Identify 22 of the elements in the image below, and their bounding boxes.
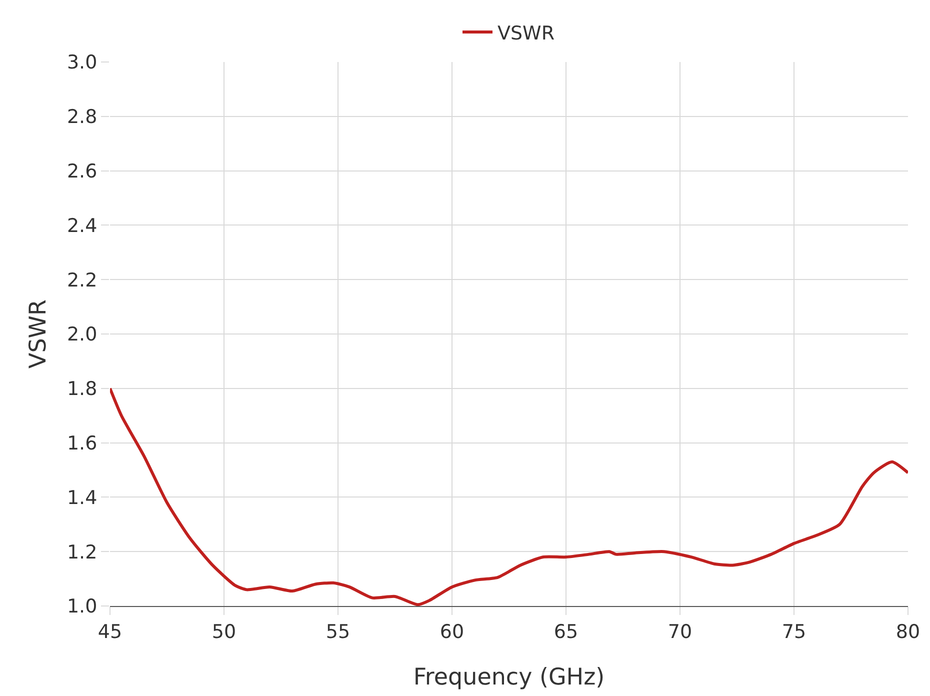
y-tick-label: 2.2 [66,269,98,292]
y-tick-label: 2.0 [66,324,98,346]
y-tick-label: 1.2 [66,541,98,564]
y-tick-label: 2.4 [66,214,98,237]
x-tick-label: 55 [326,620,350,643]
y-tick-label: 1.8 [66,378,98,400]
y-tick-label: 1.0 [66,596,98,618]
y-tick-label: 1.6 [66,432,98,454]
x-axis-title: Frequency (GHz) [413,664,605,690]
y-axis-title: VSWR [25,299,52,369]
x-tick-label: 45 [98,620,122,643]
x-tick-label: 65 [554,620,578,643]
x-tick-label: 60 [440,620,464,643]
y-tick-label: 2.6 [66,160,98,182]
x-tick-label: 75 [782,620,806,643]
x-tick-label: 50 [212,620,236,643]
y-tick-label: 3.0 [66,52,98,74]
x-tick-label: 80 [896,620,920,643]
y-tick-label: 2.8 [66,106,98,128]
y-tick-label: 1.4 [66,486,98,509]
legend-label: VSWR [498,22,555,44]
x-tick-label: 70 [668,620,692,643]
